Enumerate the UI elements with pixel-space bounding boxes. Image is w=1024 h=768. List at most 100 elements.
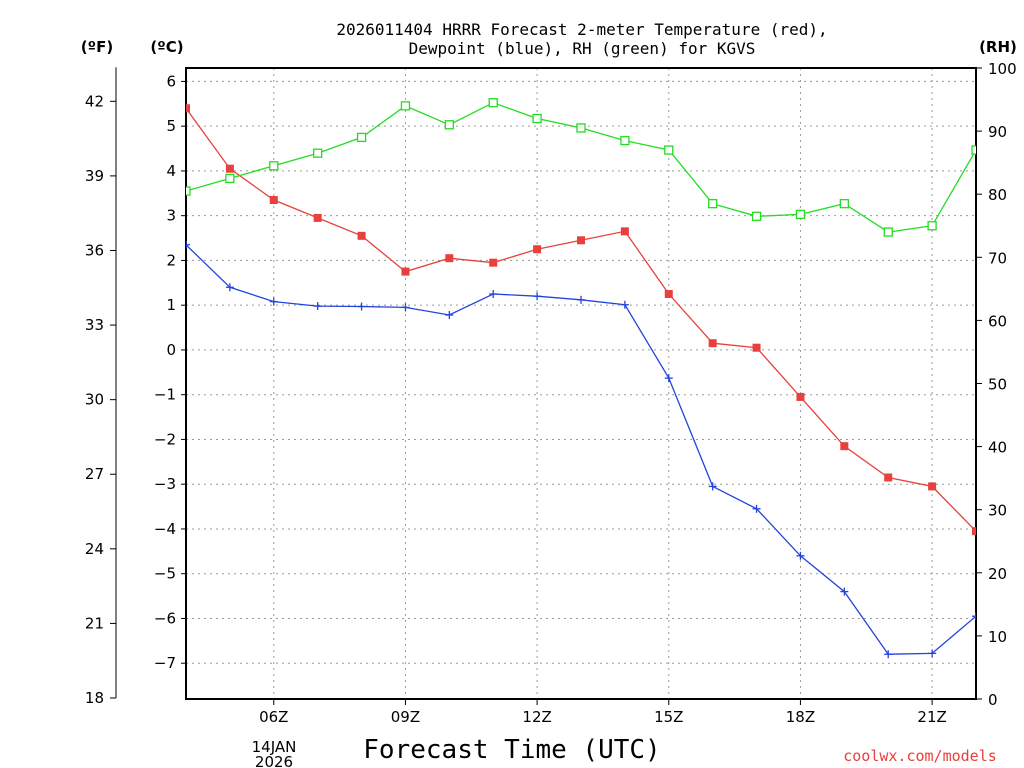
dewpoint-point (620, 300, 629, 309)
celsius-tick-label: −5 (154, 565, 176, 583)
dewpoint-point (313, 302, 322, 311)
2-meter-temperature-point (445, 254, 454, 263)
chart-title-line1: 2026011404 HRRR Forecast 2-meter Tempera… (336, 20, 827, 39)
relative-humidity-point (313, 148, 323, 158)
fahrenheit-tick-label: 33 (85, 316, 104, 334)
relative-humidity-point (400, 101, 411, 111)
rh-tick-label: 10 (988, 628, 1007, 646)
relative-humidity-point (620, 135, 630, 146)
dewpoint-point (664, 374, 673, 383)
rh-tick-label: 20 (988, 565, 1007, 583)
fahrenheit-tick-label: 21 (85, 614, 104, 632)
relative-humidity-point (664, 145, 674, 155)
date-label-line2: 2026 (255, 753, 293, 768)
dewpoint-point (577, 295, 585, 304)
celsius-tick-label: −3 (154, 475, 176, 493)
relative-humidity-point (576, 123, 586, 133)
rh-tick-label: 80 (988, 186, 1007, 204)
celsius-tick-label: 4 (166, 162, 176, 180)
dewpoint-point (972, 612, 976, 621)
celsius-tick-label: −6 (154, 609, 176, 627)
celsius-tick-label: −7 (154, 654, 176, 672)
dewpoint-point (884, 650, 893, 659)
relative-humidity-point (795, 209, 806, 220)
dewpoint-point (840, 587, 849, 596)
2-meter-temperature-point (928, 482, 937, 491)
2-meter-temperature-point (620, 227, 629, 236)
axes: 6543210−1−2−3−4−5−6−74239363330272421181… (85, 60, 1017, 726)
2-meter-temperature-point (401, 267, 410, 276)
2-meter-temperature-point (664, 289, 673, 298)
grid-lines (186, 68, 976, 699)
relative-humidity-point (839, 199, 849, 209)
dewpoint-point (225, 283, 234, 292)
2-meter-temperature-point (840, 442, 849, 451)
fahrenheit-tick-label: 18 (85, 689, 104, 707)
2-meter-temperature-point (313, 213, 322, 222)
relative-humidity-point (751, 211, 762, 221)
date-label-line1: 14JAN (252, 738, 297, 756)
relative-humidity-point (708, 199, 718, 209)
fahrenheit-tick-label: 36 (85, 241, 104, 259)
x-tick-label: 12Z (522, 708, 551, 726)
2-meter-temperature-point (489, 258, 498, 267)
celsius-tick-label: 0 (166, 341, 176, 359)
fahrenheit-tick-label: 39 (85, 167, 104, 185)
rh-tick-label: 90 (988, 123, 1007, 141)
dewpoint-point (708, 482, 717, 491)
2-meter-temperature-point (752, 343, 761, 352)
series-clipped (186, 98, 976, 659)
fahrenheit-unit-label: (ºF) (81, 38, 113, 56)
chart-title-line2: Dewpoint (blue), RH (green) for KGVS (409, 39, 756, 58)
rh-tick-label: 60 (988, 312, 1007, 330)
dewpoint-point (752, 504, 761, 513)
relative-humidity-point (532, 113, 542, 124)
x-tick-label: 18Z (786, 708, 815, 726)
fahrenheit-tick-label: 27 (85, 465, 104, 483)
relative-humidity-point (927, 221, 937, 231)
dewpoint-point (445, 311, 454, 320)
celsius-tick-label: 2 (166, 251, 176, 269)
relative-humidity-point (269, 161, 279, 171)
dewpoint-point (269, 297, 278, 306)
dewpoint-point (489, 289, 498, 298)
credit-label: coolwx.com/models (843, 747, 997, 765)
dewpoint-point (928, 649, 937, 658)
celsius-tick-label: −4 (154, 520, 176, 538)
2-meter-temperature-point (357, 231, 366, 240)
x-tick-label: 21Z (917, 708, 946, 726)
celsius-unit-label: (ºC) (150, 38, 183, 56)
rh-tick-label: 30 (988, 502, 1007, 520)
dewpoint-line (186, 244, 976, 655)
rh-tick-label: 50 (988, 376, 1007, 394)
plot-frame (185, 67, 977, 700)
dewpoint-point (357, 302, 366, 311)
dewpoint-point (533, 292, 542, 301)
dewpoint-point (796, 551, 805, 560)
2-meter-temperature-point (796, 392, 805, 401)
celsius-tick-label: 6 (166, 72, 176, 90)
dewpoint-point (186, 240, 190, 249)
series-layer (186, 98, 976, 659)
dewpoint-point (401, 303, 410, 312)
rh-unit-label: (RH) (979, 38, 1017, 56)
2-meter-temperature-point (972, 527, 976, 536)
x-tick-label: 06Z (259, 708, 288, 726)
celsius-tick-label: 1 (166, 296, 176, 314)
x-axis-title: Forecast Time (UTC) (363, 735, 660, 765)
celsius-tick-label: 5 (166, 117, 176, 135)
rh-tick-label: 40 (988, 439, 1007, 457)
2-meter-temperature-point (577, 236, 585, 245)
rh-tick-label: 100 (988, 60, 1017, 78)
rh-tick-label: 0 (988, 691, 998, 709)
2-meter-temperature-point (225, 164, 234, 173)
celsius-tick-label: 3 (166, 207, 176, 225)
fahrenheit-tick-label: 42 (85, 92, 104, 110)
rh-tick-label: 70 (988, 249, 1007, 267)
relative-humidity-point (444, 120, 454, 130)
x-tick-label: 15Z (654, 708, 683, 726)
relative-humidity-point (883, 227, 893, 237)
celsius-tick-label: −2 (154, 430, 176, 448)
2-meter-temperature-line (186, 107, 976, 532)
